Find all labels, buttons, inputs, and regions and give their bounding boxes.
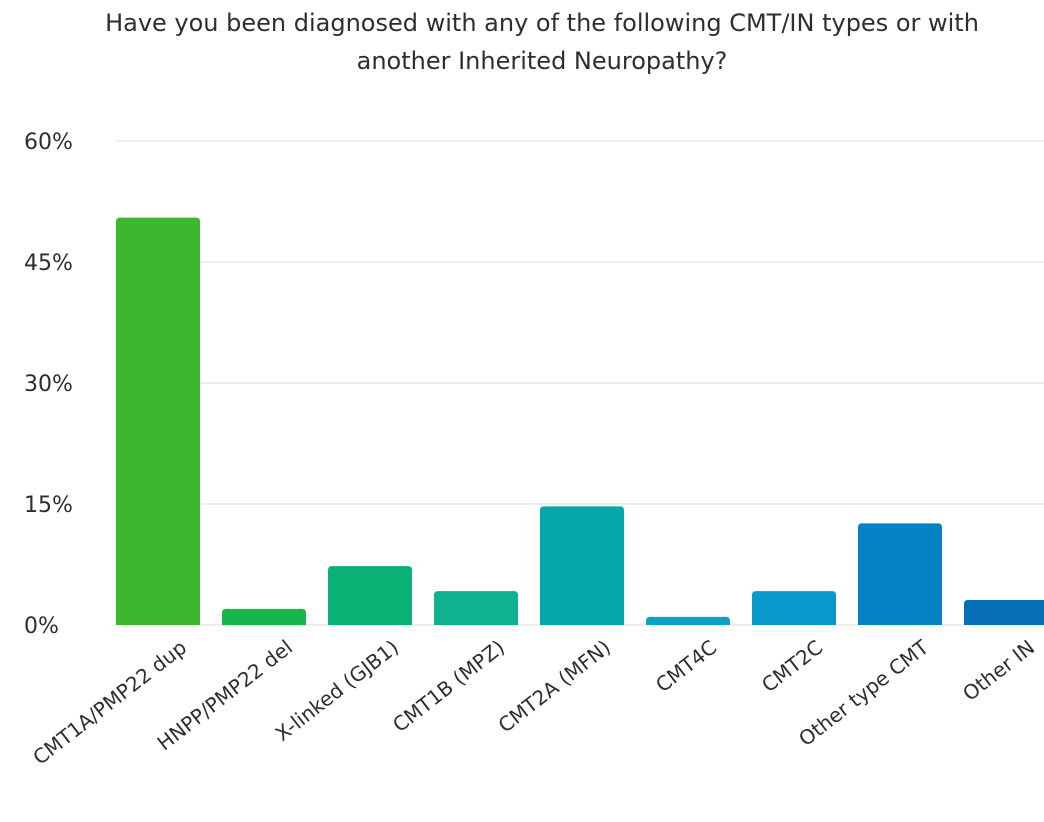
bar [646, 616, 730, 625]
y-tick-label: 0% [24, 614, 59, 639]
y-tick-label: 45% [24, 251, 73, 276]
chart-title: Have you been diagnosed with any of the … [0, 4, 1044, 80]
bar [222, 608, 306, 625]
x-category-label: CMT2C [757, 635, 827, 697]
bar [116, 217, 200, 625]
bar [434, 591, 518, 625]
chart-title-line-2: another Inherited Neuropathy? [356, 47, 728, 75]
y-tick-label: 30% [24, 372, 73, 397]
x-category-label: CMT1B (MPZ) [388, 635, 509, 737]
y-tick-label: 15% [24, 493, 73, 518]
x-category-label: CMT2A (MFN) [494, 635, 616, 737]
bar [964, 599, 1044, 625]
bar [752, 591, 836, 625]
y-axis-ticks: 0% 15% 30% 45% 60% [24, 130, 73, 639]
bar [328, 566, 412, 625]
bar [540, 506, 624, 625]
x-category-label: CMT4C [651, 635, 721, 697]
bar [858, 523, 942, 625]
chart-title-line-1: Have you been diagnosed with any of the … [105, 9, 979, 37]
x-category-label: Other IN [958, 635, 1039, 706]
bars [116, 217, 1044, 625]
y-tick-label: 60% [24, 130, 73, 155]
